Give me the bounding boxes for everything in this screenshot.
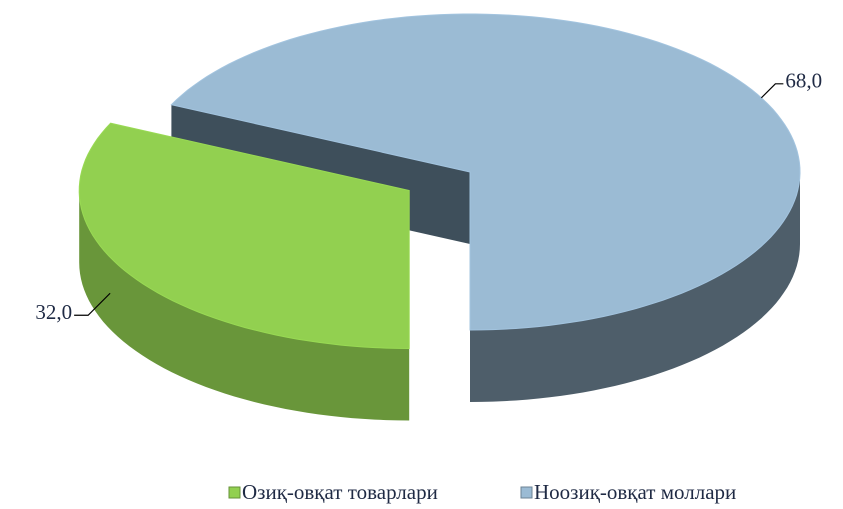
- legend-label: Ноозиқ-овқат моллари: [534, 480, 736, 504]
- slice-wall: [470, 172, 800, 402]
- legend-swatch: [228, 486, 241, 499]
- data-label: 68,0: [785, 69, 822, 93]
- slice: [78, 122, 410, 350]
- data-label: 32,0: [35, 300, 72, 324]
- legend-label: Озиқ-овқат товарлари: [242, 480, 438, 504]
- slice-wall: [79, 190, 410, 421]
- legend-swatch: [520, 486, 533, 499]
- slice: [170, 13, 801, 331]
- leader-line: [74, 292, 111, 316]
- leader-line: [760, 83, 784, 99]
